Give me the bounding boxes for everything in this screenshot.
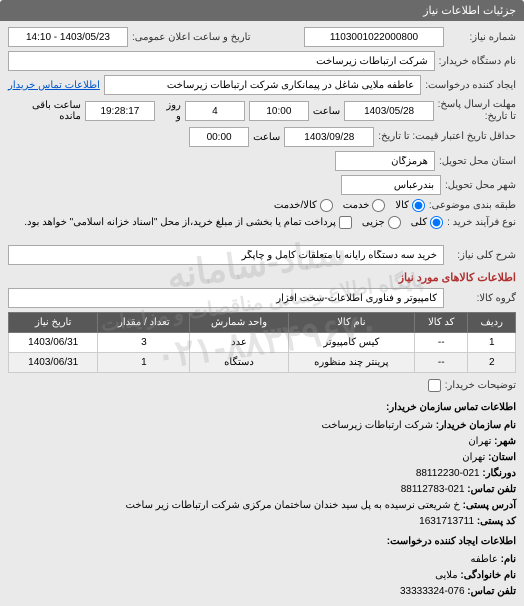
remain-suffix: ساعت باقی مانده	[8, 100, 81, 122]
time-label-2: ساعت	[253, 132, 280, 143]
validity-time-input[interactable]	[189, 127, 249, 147]
table-cell: --	[415, 353, 468, 373]
footer-province: تهران	[462, 452, 485, 463]
need-number-label: شماره نیاز:	[448, 32, 516, 43]
items-table: ردیفکد کالانام کالاواحد شمارشتعداد / مقد…	[8, 312, 516, 373]
announce-input[interactable]	[8, 27, 128, 47]
footer-tel: 076-33333324	[400, 586, 465, 597]
table-row: 1--کیس کامپیوترعدد31403/06/31	[9, 333, 516, 353]
process-label: نوع فرآیند خرید :	[447, 217, 516, 228]
validity-date-input[interactable]	[284, 127, 374, 147]
table-header: نام کالا	[288, 313, 414, 333]
remain-time-input	[85, 101, 155, 121]
footer-phone: 021-88112783	[401, 484, 465, 495]
category-label: طبقه بندی موضوعی:	[429, 200, 516, 211]
panel-header: جزئیات اطلاعات نیاز	[0, 0, 524, 21]
cat-goods-service-radio[interactable]: کالا/خدمت	[274, 199, 333, 212]
province-input[interactable]	[335, 151, 435, 171]
footer-name: عاطفه	[470, 554, 497, 565]
creator-title: اطلاعات ایجاد کننده درخواست:	[8, 534, 516, 550]
category-radio-group: کالا خدمت کالا/خدمت	[274, 199, 425, 212]
items-section-title: اطلاعات کالاهای مورد نیاز	[8, 271, 516, 284]
contact-title: اطلاعات تماس سازمان خریدار:	[8, 400, 516, 416]
explain-checkbox[interactable]	[428, 379, 441, 392]
process-radio-group: کلی جزیی پرداخت تمام یا بخشی از مبلغ خری…	[24, 216, 443, 229]
table-cell: 2	[468, 353, 516, 373]
table-cell: عدد	[190, 333, 288, 353]
requester-input[interactable]	[104, 75, 421, 95]
footer-fax: 021-88112230	[416, 468, 480, 479]
need-number-input[interactable]	[304, 27, 444, 47]
desc-label: شرح کلی نیاز:	[448, 250, 516, 261]
table-header: تاریخ نیاز	[9, 313, 98, 333]
deadline-label: مهلت ارسال پاسخ:تا تاریخ:	[438, 99, 516, 123]
deadline-date-input[interactable]	[344, 101, 434, 121]
time-label-1: ساعت	[313, 106, 340, 117]
proc-partial-radio[interactable]: جزیی	[362, 216, 401, 229]
table-row: 2--پرینتر چند منظورهدستگاه11403/06/31	[9, 353, 516, 373]
table-header: تعداد / مقدار	[98, 313, 190, 333]
requester-label: ایجاد کننده درخواست:	[425, 80, 516, 91]
cat-goods-radio[interactable]: کالا	[395, 199, 425, 212]
form-content: شماره نیاز: تاریخ و ساعت اعلان عمومی: نا…	[0, 21, 524, 606]
province-label: استان محل تحویل:	[439, 156, 516, 167]
city-label: شهر محل تحویل:	[445, 180, 516, 191]
process-note-check[interactable]: پرداخت تمام یا بخشی از مبلغ خرید،از محل …	[24, 216, 352, 229]
table-cell: 3	[98, 333, 190, 353]
group-input[interactable]	[8, 288, 444, 308]
footer-org: شرکت ارتباطات زیرساخت	[322, 420, 433, 431]
cat-service-radio[interactable]: خدمت	[343, 199, 386, 212]
announce-label: تاریخ و ساعت اعلان عمومی:	[132, 32, 251, 43]
explain-label: توضیحات خریدار:	[445, 380, 516, 391]
remain-days-label: روز و	[159, 100, 181, 122]
footer-city: تهران	[468, 436, 491, 447]
proc-total-radio[interactable]: کلی	[411, 216, 443, 229]
table-cell: 1	[98, 353, 190, 373]
panel-title: جزئیات اطلاعات نیاز	[423, 5, 516, 17]
table-cell: پرینتر چند منظوره	[288, 353, 414, 373]
validity-label: حداقل تاریخ اعتبار قیمت: تا تاریخ:	[378, 131, 516, 143]
table-header: کد کالا	[415, 313, 468, 333]
group-label: گروه کالا:	[448, 293, 516, 304]
table-cell: دستگاه	[190, 353, 288, 373]
city-input[interactable]	[341, 175, 441, 195]
remain-days-input[interactable]	[185, 101, 245, 121]
footer-block: اطلاعات تماس سازمان خریدار: نام سازمان خ…	[8, 400, 516, 600]
footer-address: خ شریعتی نرسیده به پل سید خندان ساختمان …	[126, 500, 460, 511]
table-header: واحد شمارش	[190, 313, 288, 333]
buyer-org-input[interactable]	[8, 51, 435, 71]
table-header: ردیف	[468, 313, 516, 333]
table-cell: 1	[468, 333, 516, 353]
table-cell: --	[415, 333, 468, 353]
buyer-org-label: نام دستگاه خریدار:	[439, 56, 516, 67]
table-cell: 1403/06/31	[9, 353, 98, 373]
table-cell: کیس کامپیوتر	[288, 333, 414, 353]
contact-link[interactable]: اطلاعات تماس خریدار	[8, 80, 100, 91]
table-cell: 1403/06/31	[9, 333, 98, 353]
desc-input[interactable]	[8, 245, 444, 265]
deadline-time-input[interactable]	[249, 101, 309, 121]
footer-postal: 1631713711	[419, 516, 474, 527]
